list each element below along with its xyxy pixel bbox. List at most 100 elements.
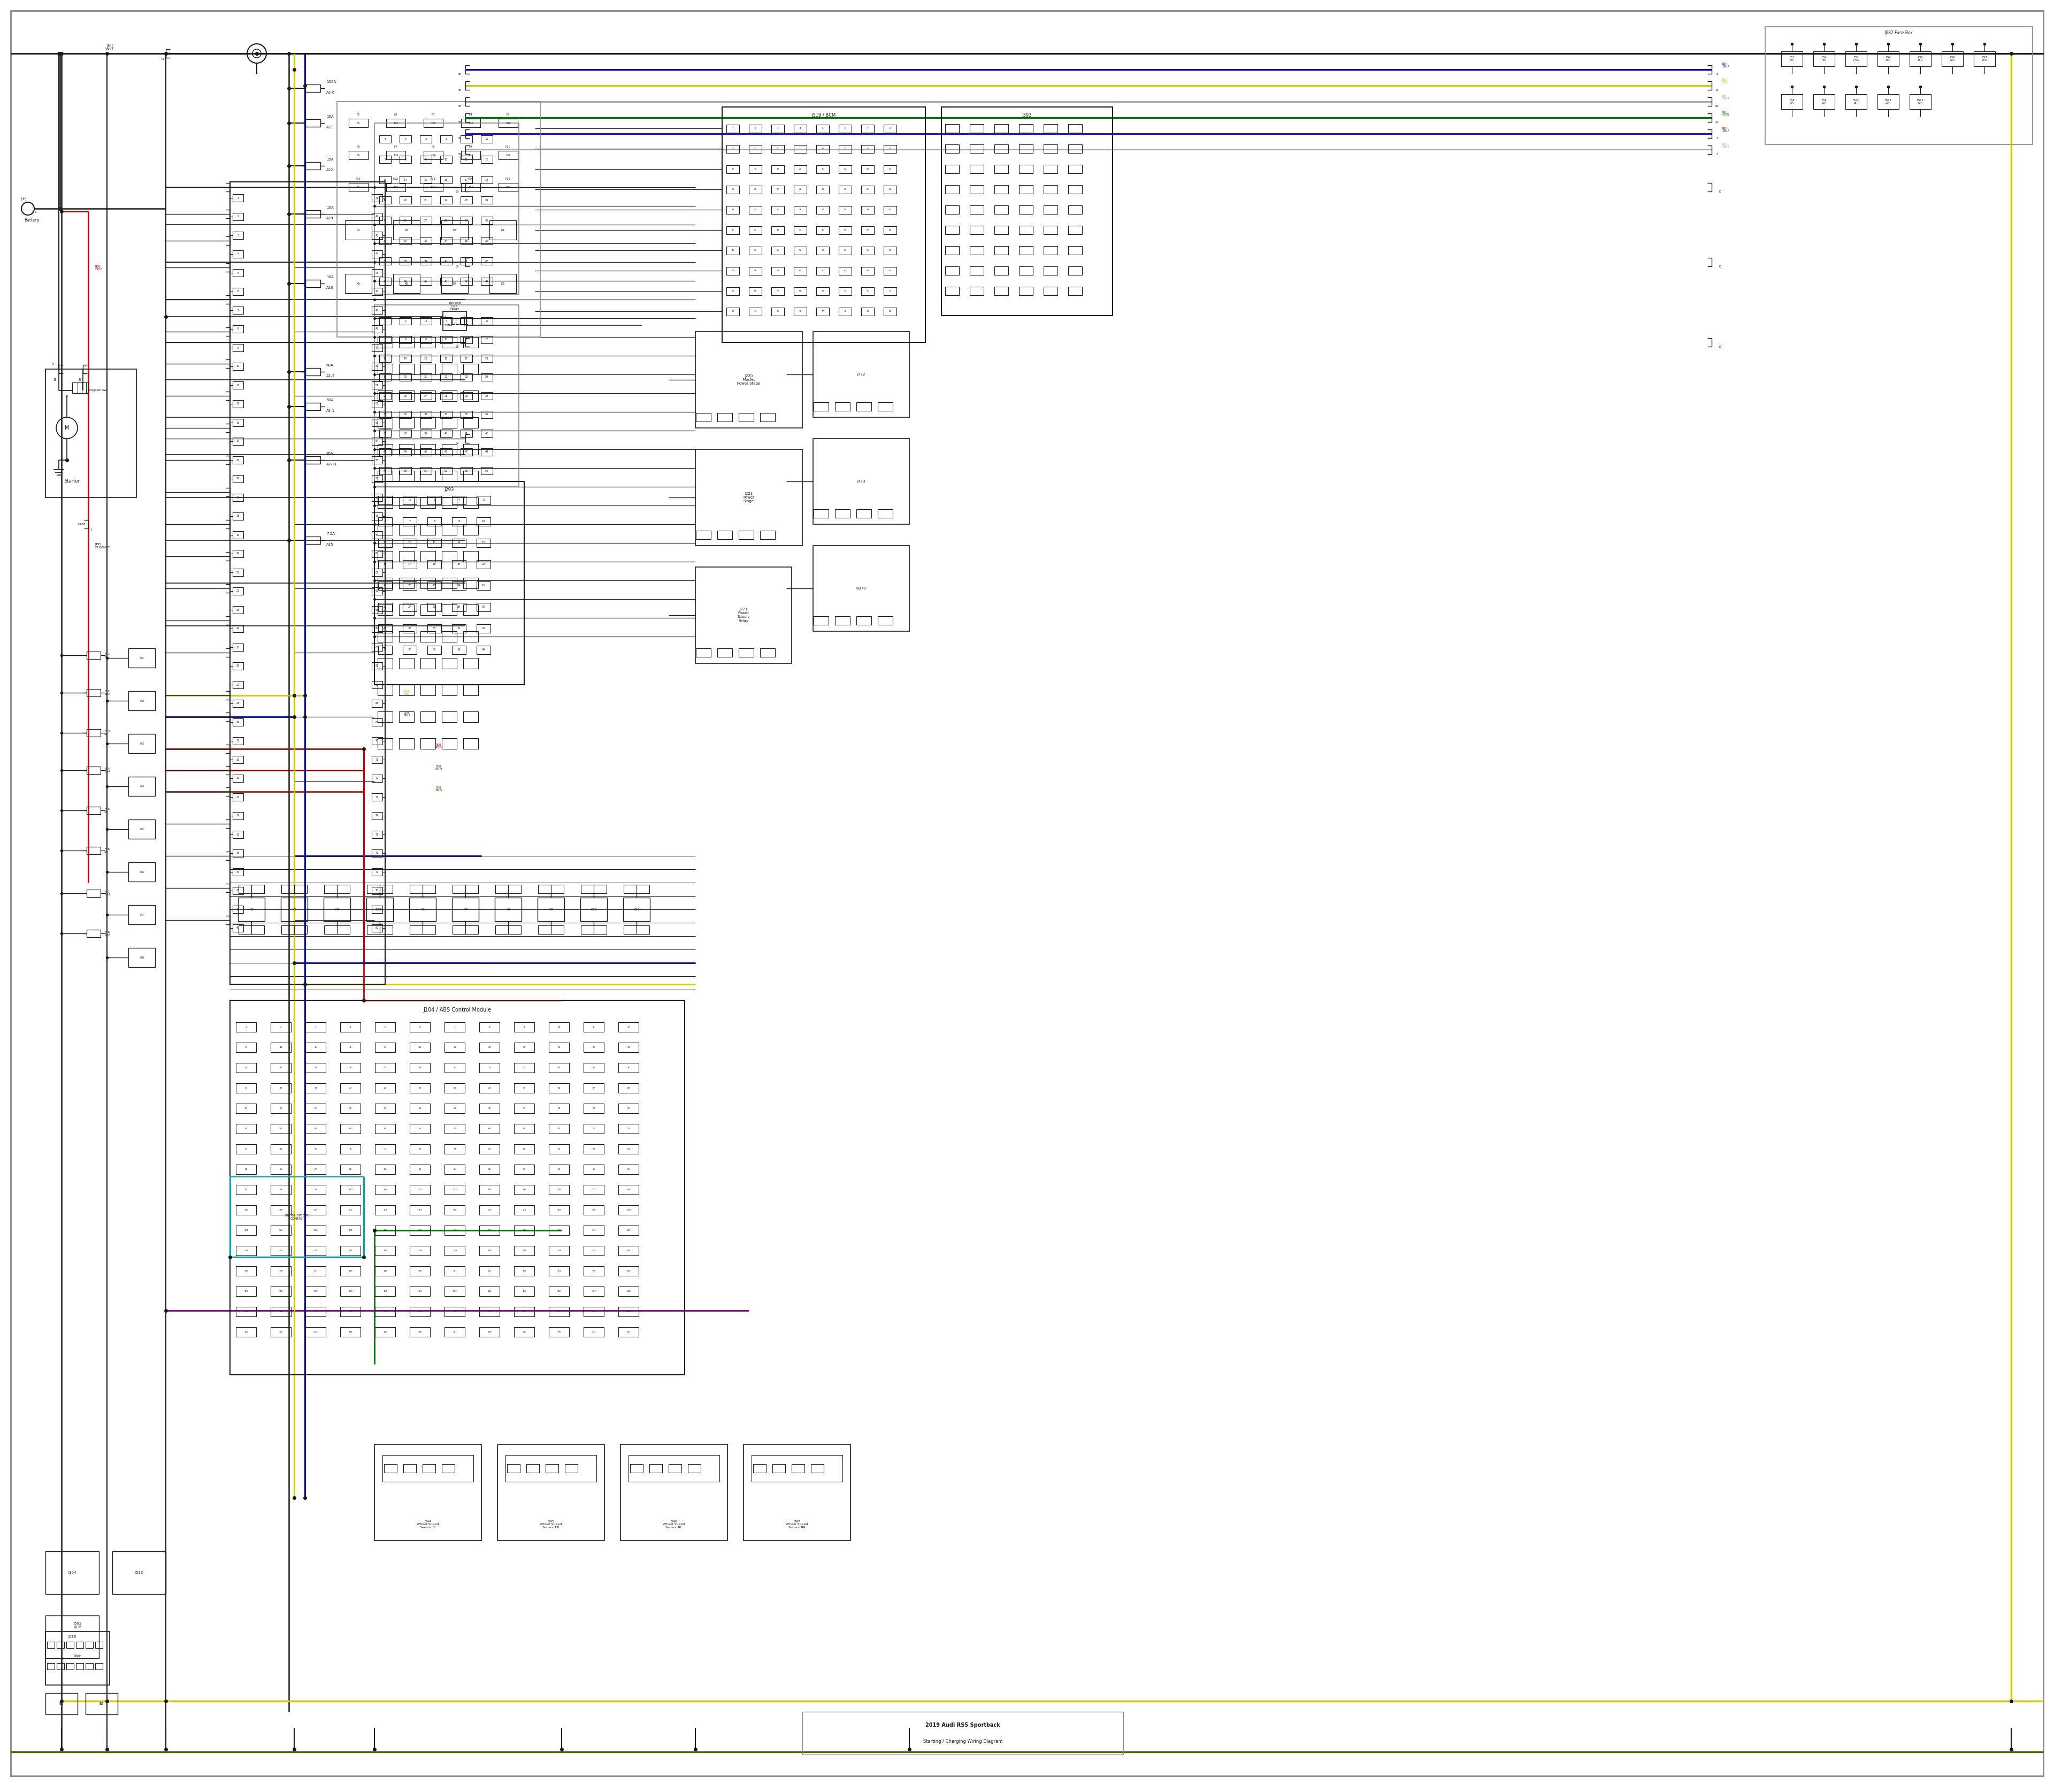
Text: 134: 134: [279, 1249, 283, 1253]
Text: [EJ]
WHT: [EJ] WHT: [1723, 143, 1729, 149]
Bar: [548, 1165, 569, 1174]
Bar: [1043, 165, 1058, 174]
Bar: [857, 616, 871, 625]
Bar: [444, 1185, 464, 1195]
Text: 40: 40: [889, 208, 891, 211]
Text: 10A: 10A: [392, 186, 398, 188]
Text: 18: 18: [485, 357, 489, 360]
Text: 74: 74: [754, 310, 756, 312]
Text: 35: 35: [483, 627, 485, 629]
Text: 61: 61: [822, 269, 824, 272]
Bar: [409, 885, 423, 894]
Bar: [883, 185, 896, 194]
Bar: [236, 1287, 257, 1296]
Text: 32: 32: [889, 188, 891, 190]
Bar: [464, 444, 479, 455]
Bar: [442, 444, 456, 455]
Bar: [398, 364, 415, 375]
Bar: [1068, 165, 1082, 174]
Text: 22: 22: [444, 376, 448, 378]
Bar: [236, 1063, 257, 1073]
Text: 131: 131: [592, 1229, 596, 1231]
Text: 20: 20: [405, 376, 407, 378]
Bar: [460, 258, 472, 265]
Text: 144: 144: [626, 1249, 631, 1253]
Text: 77: 77: [384, 1149, 386, 1150]
Text: 44: 44: [799, 229, 801, 231]
Text: 25: 25: [731, 188, 733, 190]
Bar: [271, 1021, 292, 1032]
Text: 24: 24: [458, 584, 460, 588]
Bar: [409, 898, 435, 921]
Text: F26
5A: F26 5A: [105, 848, 109, 853]
Text: 102: 102: [417, 1188, 421, 1190]
Bar: [372, 719, 382, 726]
Bar: [372, 588, 382, 595]
Bar: [232, 550, 242, 557]
Text: 26: 26: [279, 1066, 281, 1068]
Text: 28: 28: [444, 394, 448, 398]
Bar: [403, 496, 417, 504]
Text: 141: 141: [522, 1249, 526, 1253]
Bar: [341, 1206, 362, 1215]
Bar: [618, 1245, 639, 1256]
Bar: [861, 165, 875, 174]
Bar: [622, 898, 649, 921]
Bar: [127, 692, 156, 710]
Bar: [401, 176, 411, 183]
Bar: [548, 1145, 569, 1154]
Bar: [750, 165, 762, 174]
Text: K10: K10: [592, 909, 598, 910]
Text: 52: 52: [376, 403, 378, 405]
Bar: [836, 401, 850, 410]
Bar: [994, 185, 1009, 194]
Bar: [401, 156, 411, 163]
Bar: [945, 226, 959, 235]
Text: 151: 151: [452, 1271, 456, 1272]
Text: 12: 12: [485, 339, 489, 340]
Bar: [945, 124, 959, 133]
Bar: [583, 1328, 604, 1337]
Bar: [583, 1165, 604, 1174]
Bar: [618, 1082, 639, 1093]
Bar: [76, 1641, 84, 1649]
Text: G46
Wheel Speed
Sensor RL: G46 Wheel Speed Sensor RL: [663, 1520, 684, 1529]
Bar: [372, 905, 382, 914]
Text: 124: 124: [349, 1229, 353, 1231]
Text: 54: 54: [844, 249, 846, 251]
Text: 36: 36: [384, 649, 386, 650]
Bar: [464, 337, 479, 348]
Bar: [374, 305, 520, 487]
Bar: [514, 1328, 534, 1337]
Bar: [236, 1165, 257, 1174]
Text: 23: 23: [592, 1047, 596, 1048]
Text: 18: 18: [236, 514, 240, 518]
Bar: [271, 1124, 292, 1134]
Bar: [772, 185, 785, 194]
Bar: [384, 1464, 396, 1473]
Bar: [409, 1021, 429, 1032]
Text: 86: 86: [279, 1168, 281, 1170]
Bar: [368, 925, 380, 934]
Text: 32: 32: [405, 240, 407, 242]
Text: K2: K2: [140, 699, 144, 702]
Text: 46: 46: [376, 290, 378, 292]
Bar: [442, 525, 456, 536]
Text: 77: 77: [376, 871, 378, 873]
Text: 30: 30: [485, 219, 489, 222]
Text: 59: 59: [458, 120, 462, 124]
Bar: [372, 887, 382, 894]
Bar: [514, 1021, 534, 1032]
Text: 76: 76: [799, 310, 801, 312]
Bar: [581, 898, 608, 921]
Bar: [464, 685, 479, 695]
Bar: [442, 220, 468, 240]
Bar: [86, 930, 101, 937]
Bar: [442, 471, 456, 482]
Text: 49: 49: [376, 346, 378, 349]
Bar: [945, 246, 959, 254]
Text: 59: 59: [458, 72, 462, 75]
Text: G47
Wheel Speed
Sensor RR: G47 Wheel Speed Sensor RR: [787, 1520, 807, 1529]
Text: 181: 181: [244, 1331, 249, 1333]
Bar: [1910, 95, 1931, 109]
